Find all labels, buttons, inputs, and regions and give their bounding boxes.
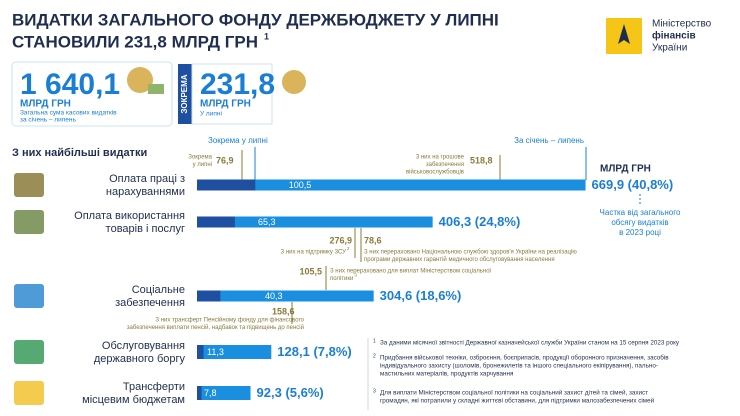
annotation-text: військовослужбовців bbox=[406, 169, 464, 176]
summary-value: 231,8 bbox=[200, 68, 275, 101]
annotation-note: 3 bbox=[354, 273, 357, 278]
summary-desc: У липні bbox=[200, 110, 222, 118]
total-bar bbox=[197, 216, 433, 228]
title-footnote: 1 bbox=[264, 31, 269, 41]
share-note: Частка від загального bbox=[600, 208, 681, 217]
total-value: 406,3 (24,8%) bbox=[439, 214, 521, 229]
annotation-text: З них на грошове bbox=[416, 155, 465, 161]
annotation-text: З них на підтримку ЗСУ bbox=[281, 250, 347, 256]
annotation-text: забезпечення виплати пенсій, надбавок та… bbox=[127, 324, 304, 331]
annotation-note: 2 bbox=[347, 246, 350, 251]
annotation-value: 105,5 bbox=[299, 266, 322, 276]
footnote-text: індивідуального захисту (шоломів, бронеж… bbox=[380, 362, 658, 370]
row-label: Обслуговування bbox=[102, 340, 185, 352]
footnote-text: мастильних матеріалів, продуктів харчува… bbox=[380, 370, 513, 378]
row-label: забезпечення bbox=[115, 297, 185, 309]
including-strip bbox=[178, 64, 192, 124]
total-value: 304,6 (18,6%) bbox=[380, 288, 462, 303]
row-icon bbox=[14, 210, 44, 234]
annotation-text: у липні bbox=[193, 162, 212, 168]
section-heading: З них найбільші видатки bbox=[12, 147, 147, 159]
total-value: 669,9 (40,8%) bbox=[592, 177, 674, 192]
row-label: товарів і послуг bbox=[106, 223, 185, 235]
annotation-value: 158,6 bbox=[272, 306, 295, 316]
july-bar bbox=[197, 345, 204, 359]
row-label: нарахуваннями bbox=[106, 186, 185, 198]
footnote-mark: 3 bbox=[373, 388, 376, 394]
annotation-text: Зокрема bbox=[188, 155, 212, 161]
title-line: ВИДАТКИ ЗАГАЛЬНОГО ФОНДУ ДЕРЖБЮДЖЕТУ У Л… bbox=[12, 10, 499, 29]
annotation-text: З них перераховано для виплат Міністерст… bbox=[330, 269, 492, 275]
summary-box bbox=[11, 61, 173, 127]
july-value: 40,3 bbox=[265, 291, 283, 301]
annotation-value: 276,9 bbox=[329, 235, 352, 245]
row-icon bbox=[14, 381, 44, 405]
annotation-text: забезпечення bbox=[426, 162, 464, 168]
annotation-text: З них перераховано Національною службою … bbox=[364, 250, 577, 256]
row-label: місцевим бюджетам bbox=[82, 394, 185, 406]
footnote-text: За даними місячної звітності Державної к… bbox=[380, 339, 680, 347]
total-value: 92,3 (5,6%) bbox=[257, 385, 324, 400]
logo-text: Міністерство bbox=[652, 19, 712, 30]
annotation-text: програми державних гарантій медичного об… bbox=[364, 256, 555, 263]
summary-value: 1 640,1 bbox=[20, 68, 120, 101]
period-label: За січень – липень bbox=[514, 136, 584, 145]
annotation-value: 78,6 bbox=[364, 235, 382, 245]
logo-trident bbox=[618, 24, 630, 44]
title-line: СТАНОВИЛИ 231,8 МЛРД ГРН bbox=[12, 32, 258, 51]
annotation-text: політики bbox=[330, 276, 353, 282]
money-icon bbox=[282, 70, 306, 94]
money-icon bbox=[127, 67, 153, 93]
footnote-mark: 2 bbox=[373, 353, 376, 359]
july-value: 65,3 bbox=[258, 217, 276, 227]
summary-unit: МЛРД ГРН bbox=[20, 99, 71, 110]
logo-text: України bbox=[652, 43, 687, 54]
row-label: Соціальне bbox=[132, 284, 185, 296]
july-bar bbox=[197, 290, 221, 302]
annotation-text: З них трансферт Пенсійному фонду для фін… bbox=[155, 317, 304, 324]
footnote-text: Придбання військової техніки, озброєння,… bbox=[380, 354, 669, 362]
july-value: 100,5 bbox=[289, 180, 312, 190]
summary-desc: за січень – липень bbox=[20, 116, 76, 124]
row-label: Трансферти bbox=[123, 381, 185, 393]
july-label: Зокрема у липні bbox=[208, 136, 268, 145]
row-icon bbox=[14, 284, 44, 308]
footnote-text: Для виплати Міністерством соціальної пол… bbox=[380, 389, 648, 397]
summary-desc: Загальна сума касових видатків bbox=[20, 109, 117, 117]
share-note: обсягу видатків bbox=[611, 218, 668, 227]
total-bar bbox=[197, 386, 251, 400]
row-label: Оплата використання bbox=[74, 210, 185, 222]
share-note: в 2023 році bbox=[619, 228, 661, 237]
row-label: державного боргу bbox=[94, 353, 186, 365]
annotation-value: 518,8 bbox=[470, 155, 493, 165]
total-bar bbox=[197, 345, 272, 359]
july-bar bbox=[197, 386, 202, 400]
total-value: 128,1 (7,8%) bbox=[277, 344, 351, 359]
footnote-mark: 1 bbox=[373, 338, 376, 344]
total-bar bbox=[197, 290, 374, 302]
july-value: 11,3 bbox=[207, 347, 224, 357]
summary-unit: МЛРД ГРН bbox=[200, 99, 251, 110]
including-label: ЗОКРЕМА bbox=[180, 74, 189, 113]
july-value: 7,8 bbox=[204, 388, 217, 398]
july-bar bbox=[197, 179, 256, 191]
unit-label: МЛРД ГРН bbox=[600, 164, 651, 175]
july-bar bbox=[197, 216, 235, 228]
money-icon bbox=[148, 84, 164, 94]
logo-text: фінансів bbox=[652, 30, 696, 42]
summary-box bbox=[191, 63, 273, 125]
total-bar bbox=[197, 179, 586, 191]
row-label: Оплата праці з bbox=[109, 173, 185, 185]
row-icon bbox=[14, 340, 44, 364]
row-icon bbox=[14, 173, 44, 197]
footnote-text: громадян, які потрапили у складні життєв… bbox=[380, 397, 655, 405]
annotation-value: 76,9 bbox=[216, 155, 234, 165]
